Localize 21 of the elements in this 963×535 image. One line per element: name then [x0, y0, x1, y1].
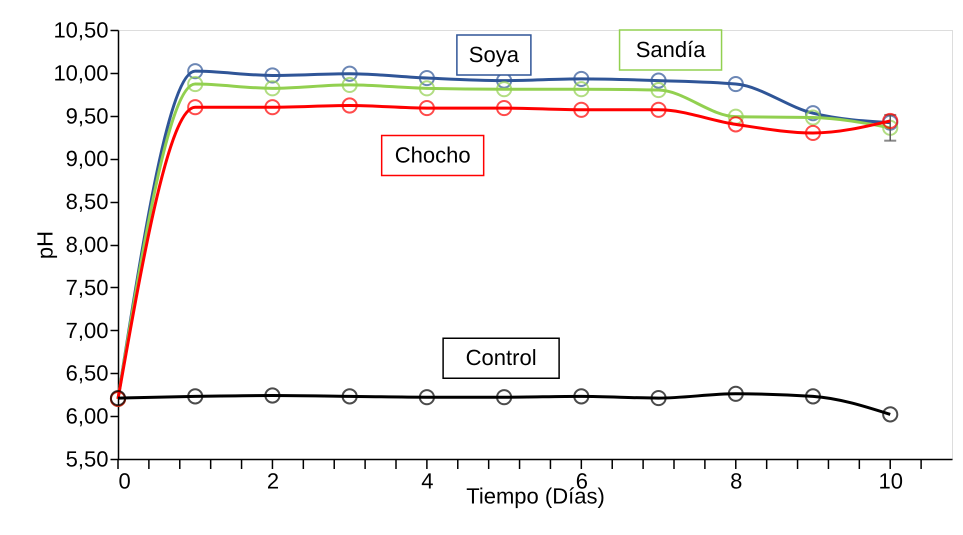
y-tick-label: 7,00 — [66, 318, 108, 343]
series-label: Chocho — [394, 142, 471, 168]
x-tick-label: 10 — [878, 468, 903, 494]
series-label: Control — [466, 345, 537, 370]
series-label: Soya — [468, 42, 520, 68]
series-label: Sandía — [636, 37, 706, 62]
y-tick-label: 9,00 — [66, 146, 108, 172]
y-tick-label: 7,50 — [66, 274, 108, 300]
x-tick-label: 8 — [730, 468, 742, 494]
y-tick-label: 6,50 — [66, 360, 108, 386]
x-tick-label: 2 — [266, 468, 280, 494]
y-axis-title: pH — [32, 230, 58, 260]
y-tick-label: 9,50 — [66, 103, 108, 128]
x-tick-label: 0 — [118, 468, 131, 494]
y-tick-label: 6,00 — [66, 404, 108, 429]
y-tick-label: 5,50 — [66, 446, 108, 472]
x-tick-label: 4 — [421, 468, 434, 494]
y-tick-label: 10,50 — [53, 18, 108, 42]
y-tick-label: 8,50 — [66, 189, 108, 214]
y-tick-label: 8,00 — [66, 232, 108, 257]
y-tick-label: 10,00 — [53, 60, 108, 86]
